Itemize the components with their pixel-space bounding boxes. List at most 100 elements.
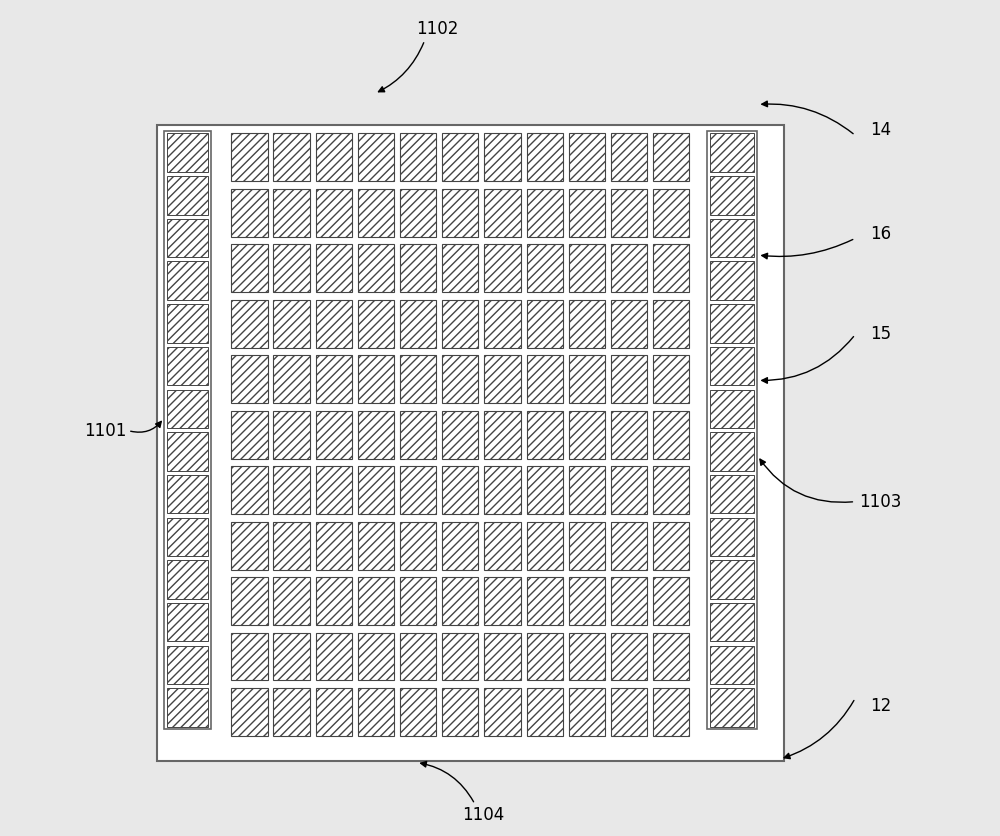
Bar: [484, 466, 521, 514]
Bar: [231, 244, 268, 292]
Bar: [710, 603, 754, 641]
Bar: [527, 244, 563, 292]
Bar: [442, 355, 478, 403]
Bar: [527, 522, 563, 569]
Bar: [358, 410, 394, 459]
Bar: [527, 633, 563, 681]
Bar: [569, 244, 605, 292]
Bar: [316, 244, 352, 292]
Bar: [273, 300, 310, 348]
Bar: [231, 466, 268, 514]
Bar: [164, 131, 211, 729]
Bar: [400, 633, 436, 681]
Bar: [442, 578, 478, 625]
Bar: [167, 347, 208, 385]
Bar: [710, 517, 754, 556]
Bar: [527, 355, 563, 403]
Bar: [442, 466, 478, 514]
Bar: [484, 134, 521, 181]
Bar: [167, 688, 208, 726]
Bar: [653, 410, 689, 459]
Bar: [442, 688, 478, 736]
Bar: [167, 262, 208, 300]
Bar: [231, 134, 268, 181]
Bar: [273, 244, 310, 292]
Bar: [358, 355, 394, 403]
Bar: [316, 189, 352, 237]
Bar: [231, 300, 268, 348]
Bar: [484, 189, 521, 237]
Bar: [167, 390, 208, 428]
Bar: [157, 125, 784, 761]
Bar: [569, 189, 605, 237]
Bar: [358, 633, 394, 681]
Bar: [231, 578, 268, 625]
Bar: [167, 603, 208, 641]
Bar: [358, 300, 394, 348]
Bar: [569, 355, 605, 403]
Text: 12: 12: [870, 697, 891, 716]
Bar: [358, 466, 394, 514]
Bar: [484, 300, 521, 348]
Bar: [400, 688, 436, 736]
Bar: [442, 522, 478, 569]
Bar: [400, 355, 436, 403]
Bar: [167, 475, 208, 513]
Bar: [167, 176, 208, 215]
Bar: [400, 466, 436, 514]
Bar: [358, 688, 394, 736]
Bar: [231, 355, 268, 403]
Bar: [316, 300, 352, 348]
Bar: [710, 134, 754, 172]
Bar: [316, 633, 352, 681]
Bar: [400, 578, 436, 625]
Bar: [167, 560, 208, 599]
Text: 1101: 1101: [84, 421, 127, 440]
Bar: [611, 688, 647, 736]
Bar: [442, 244, 478, 292]
Bar: [167, 645, 208, 684]
Bar: [442, 189, 478, 237]
Bar: [167, 134, 208, 172]
Bar: [611, 410, 647, 459]
Bar: [653, 522, 689, 569]
Bar: [611, 244, 647, 292]
Bar: [611, 633, 647, 681]
Bar: [400, 300, 436, 348]
Bar: [653, 189, 689, 237]
Bar: [273, 466, 310, 514]
Bar: [484, 688, 521, 736]
Bar: [358, 244, 394, 292]
Bar: [611, 522, 647, 569]
Bar: [316, 688, 352, 736]
Bar: [611, 578, 647, 625]
Bar: [316, 134, 352, 181]
Bar: [569, 578, 605, 625]
Bar: [710, 688, 754, 726]
Bar: [611, 355, 647, 403]
Bar: [442, 300, 478, 348]
Bar: [653, 355, 689, 403]
Bar: [273, 688, 310, 736]
Bar: [569, 134, 605, 181]
Bar: [442, 410, 478, 459]
Bar: [710, 176, 754, 215]
Bar: [710, 560, 754, 599]
Bar: [710, 645, 754, 684]
Bar: [400, 134, 436, 181]
Bar: [710, 304, 754, 343]
Bar: [484, 578, 521, 625]
Bar: [484, 355, 521, 403]
Bar: [316, 522, 352, 569]
Bar: [527, 134, 563, 181]
Bar: [273, 134, 310, 181]
Bar: [710, 347, 754, 385]
Bar: [400, 244, 436, 292]
Text: 15: 15: [870, 325, 891, 344]
Bar: [569, 688, 605, 736]
Text: 1103: 1103: [859, 492, 902, 511]
Bar: [442, 134, 478, 181]
Bar: [316, 578, 352, 625]
Bar: [167, 517, 208, 556]
Bar: [653, 134, 689, 181]
